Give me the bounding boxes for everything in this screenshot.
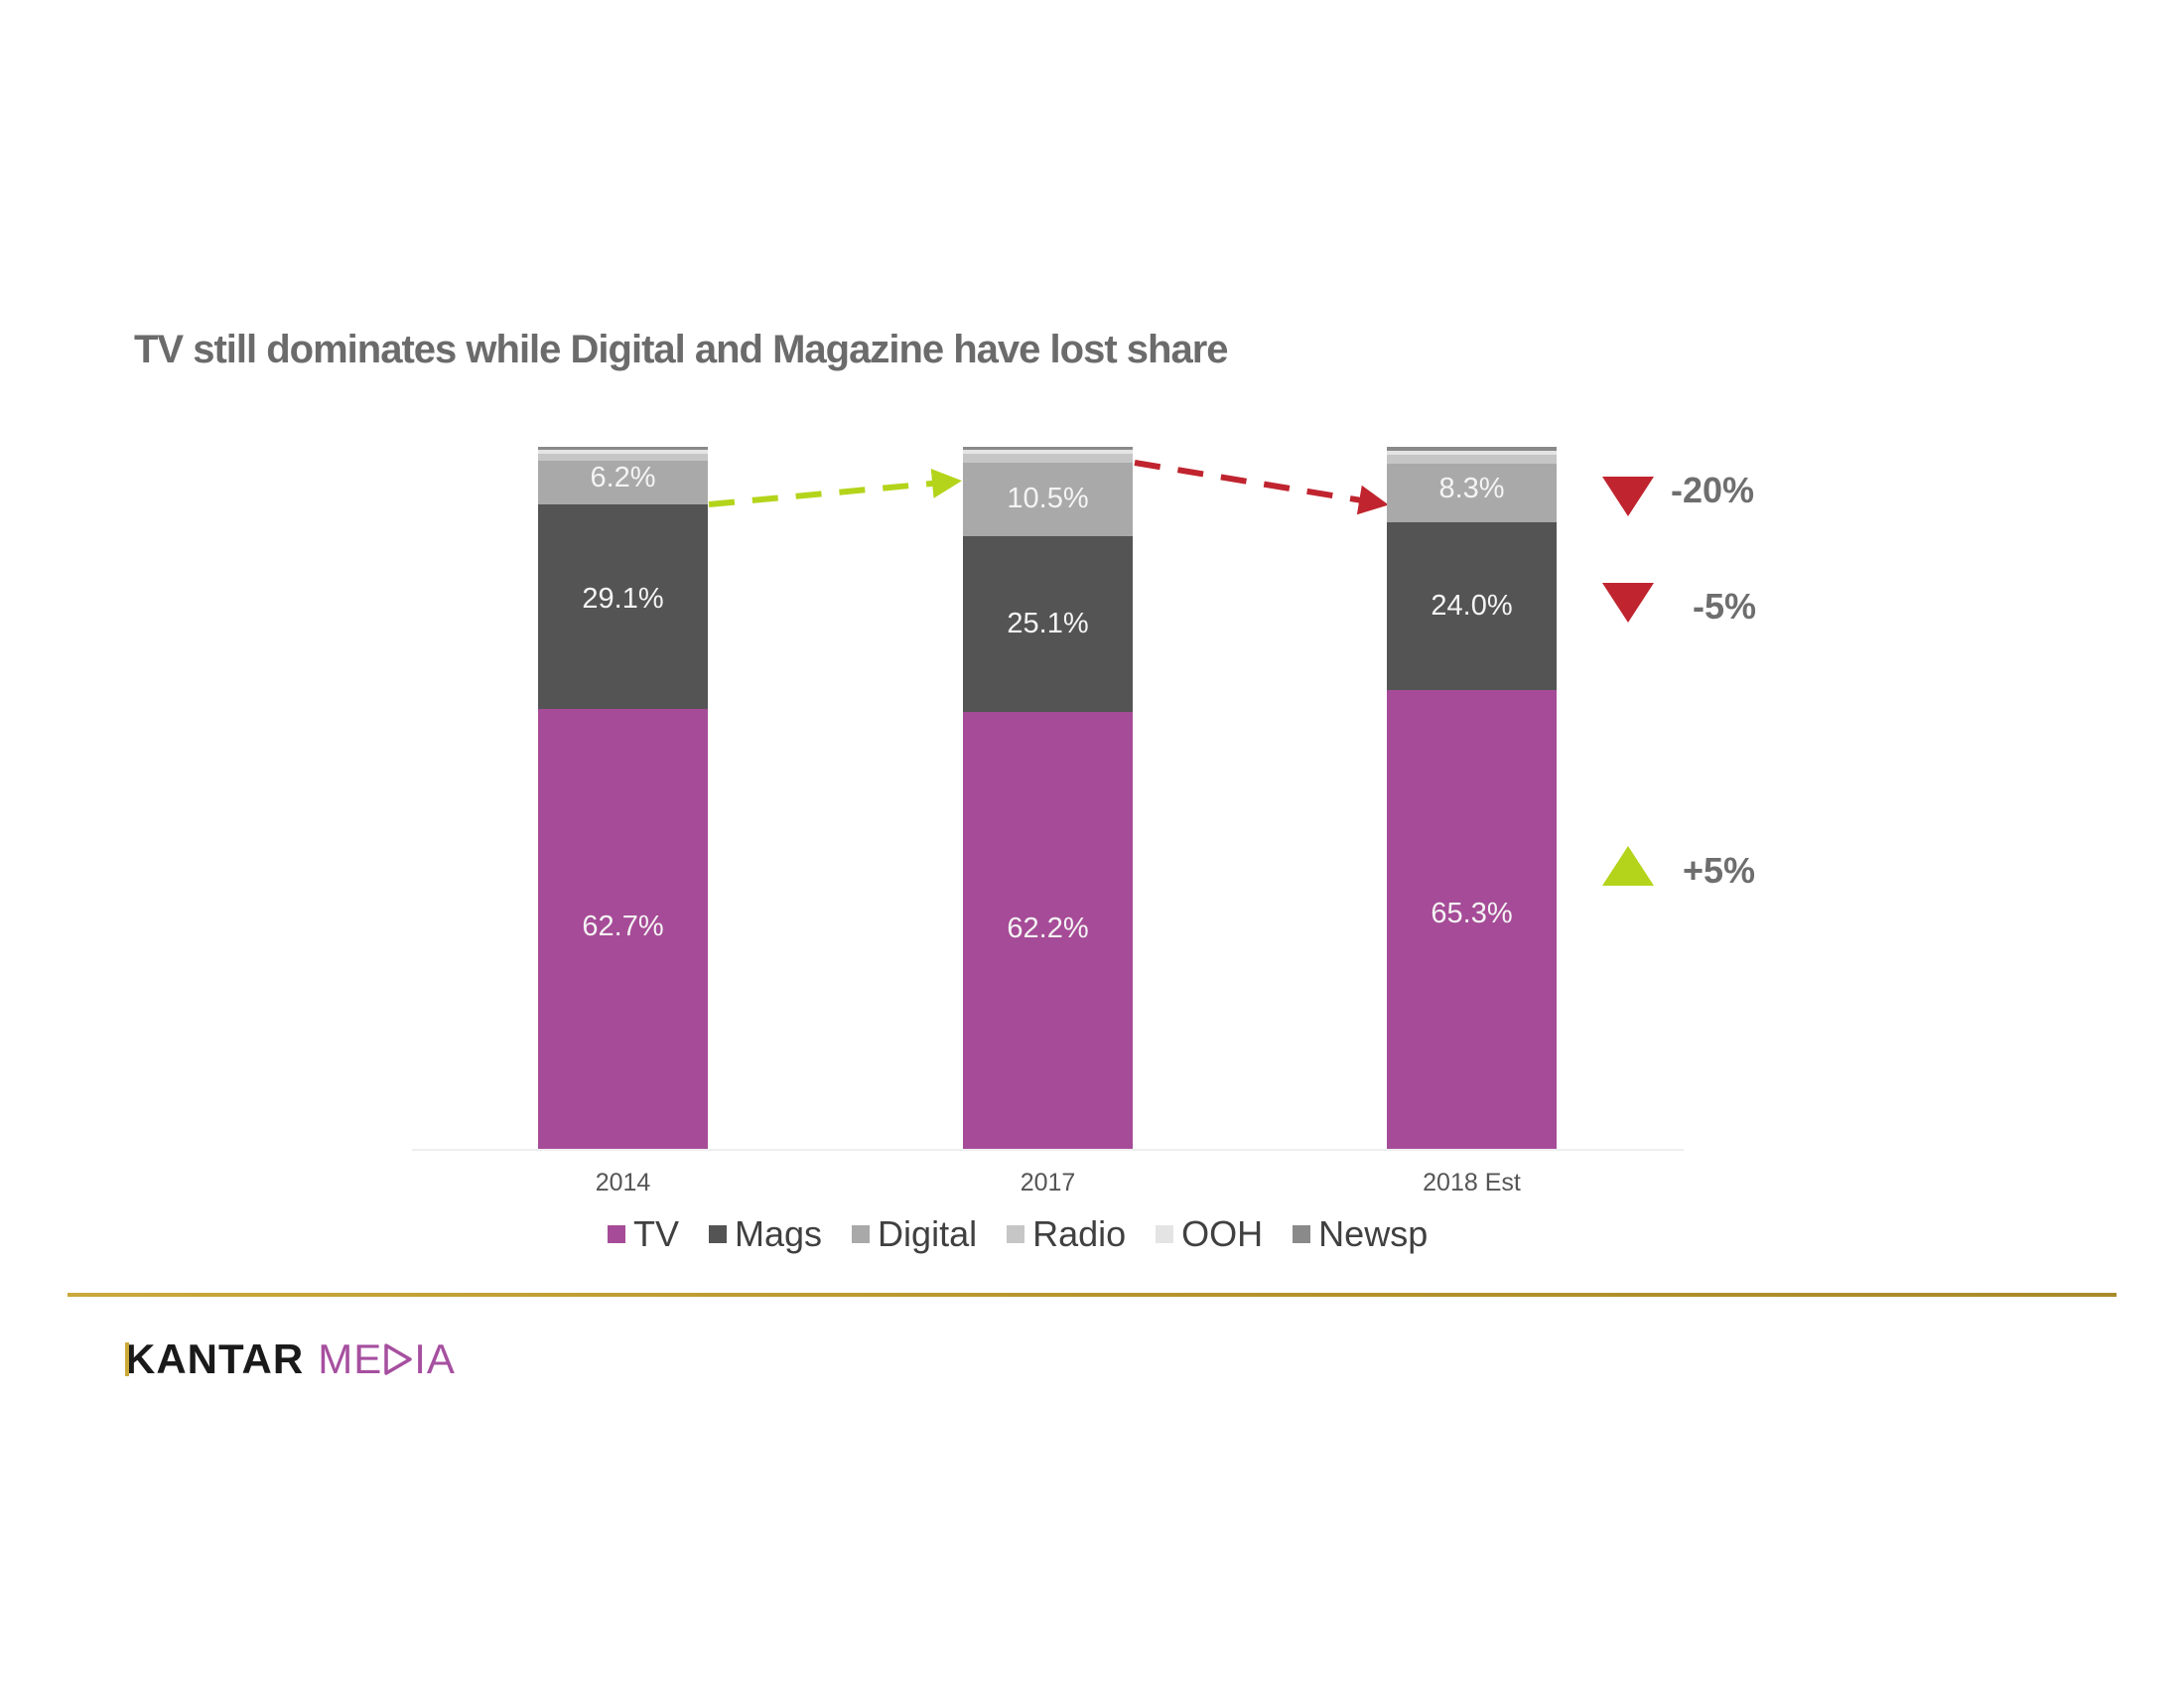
x-axis-label: 2017 [1020, 1169, 1076, 1196]
legend-label: Radio [1032, 1213, 1127, 1254]
up-triangle-icon [1602, 846, 1654, 886]
legend-swatch-icon [1293, 1225, 1311, 1243]
legend-label: Newsp [1318, 1213, 1429, 1254]
change-label: -5% [1693, 586, 1757, 627]
legend-label: Digital [878, 1213, 978, 1254]
segment-mags: 25.1% [963, 535, 1133, 713]
x-axis-label: 2018 Est [1423, 1169, 1521, 1196]
footer-divider [68, 1293, 2116, 1297]
legend-item-ooh: OOH [1156, 1213, 1263, 1255]
chart-title: TV still dominates while Digital and Mag… [134, 328, 1228, 371]
segment-mags: 29.1% [538, 503, 708, 709]
segment-newsp [538, 447, 708, 450]
segment-tv: 65.3% [1387, 690, 1557, 1149]
change-label: +5% [1683, 850, 1756, 891]
segment-radio [963, 454, 1133, 463]
legend-item-mags: Mags [709, 1213, 822, 1255]
legend-swatch-icon [608, 1225, 625, 1243]
legend-swatch-icon [852, 1225, 871, 1243]
logo-sub: ME IA [318, 1336, 456, 1382]
segment-ooh [1387, 450, 1557, 455]
segment-ooh [963, 449, 1133, 455]
segment-tv: 62.2% [963, 712, 1133, 1149]
data-label: 62.2% [1007, 912, 1089, 944]
legend-swatch-icon [1156, 1225, 1174, 1243]
legend-item-radio: Radio [1007, 1213, 1126, 1255]
legend-item-tv: TV [608, 1213, 679, 1255]
red-dashed-arrow [1134, 460, 1389, 515]
data-label: 8.3% [1438, 472, 1505, 504]
data-label: 62.7% [582, 910, 664, 942]
x-axis-label: 2014 [595, 1169, 651, 1196]
segment-digital: 6.2% [538, 461, 708, 504]
kantar-media-logo: KANTAR ME IA [125, 1336, 456, 1383]
segment-mags: 24.0% [1387, 521, 1557, 691]
play-triangle-icon [384, 1343, 412, 1375]
data-label: 24.0% [1431, 589, 1513, 622]
segment-digital: 10.5% [963, 462, 1133, 536]
change-label: -20% [1671, 470, 1755, 510]
legend-label: Mags [735, 1213, 823, 1254]
segment-digital: 8.3% [1387, 463, 1557, 522]
legend-swatch-icon [709, 1225, 728, 1243]
legend-item-digital: Digital [852, 1213, 977, 1255]
data-label: 10.5% [1007, 483, 1089, 515]
legend-swatch-icon [1007, 1225, 1025, 1243]
segment-radio [538, 454, 708, 462]
segment-newsp [1387, 447, 1557, 451]
chart-legend: TV Mags Digital Radio OOH Newsp [608, 1213, 1428, 1255]
x-axis-line [412, 1149, 1684, 1151]
green-dashed-arrow [708, 469, 962, 507]
logo-brand: KANTAR [125, 1336, 305, 1382]
data-label: 25.1% [1007, 608, 1089, 639]
data-label: 29.1% [582, 583, 664, 616]
data-label: 65.3% [1431, 897, 1513, 929]
logo-accent-bar [125, 1342, 129, 1376]
down-triangle-icon [1602, 583, 1654, 623]
segment-tv: 62.7% [538, 708, 708, 1149]
segment-radio [1387, 454, 1557, 464]
legend-label: TV [633, 1213, 680, 1254]
data-label: 6.2% [590, 461, 656, 493]
legend-item-newsp: Newsp [1293, 1213, 1428, 1255]
segment-newsp [963, 447, 1133, 450]
segment-ooh [538, 449, 708, 455]
legend-label: OOH [1181, 1213, 1264, 1254]
down-triangle-icon [1602, 477, 1654, 516]
